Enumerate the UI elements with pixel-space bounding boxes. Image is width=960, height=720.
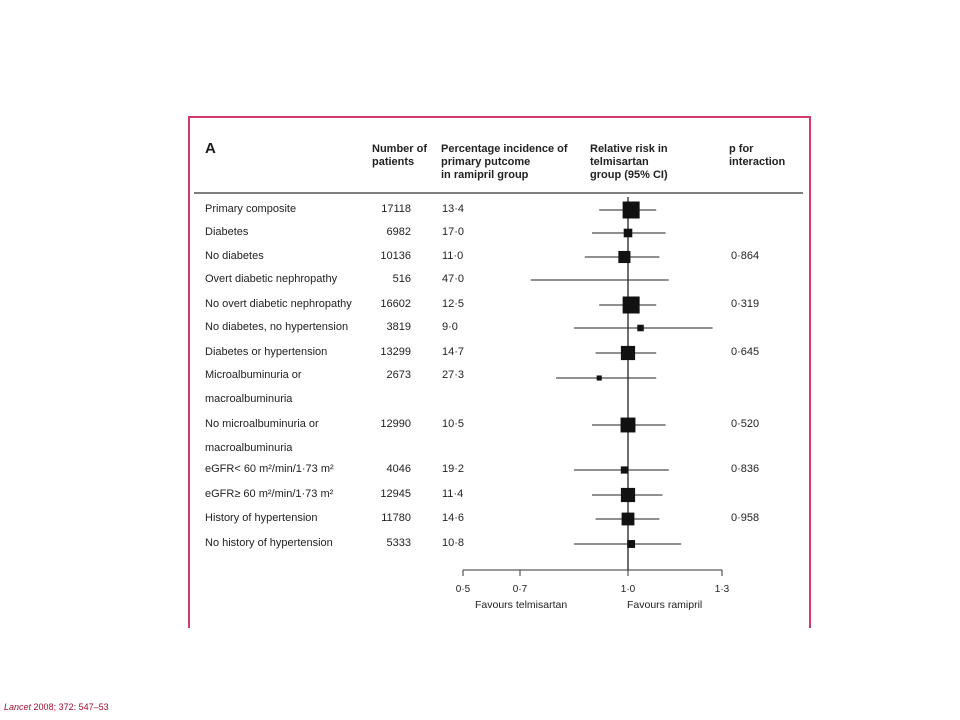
row-p-interaction: 0·864	[731, 250, 760, 262]
row-label: eGFR< 60 m²/min/1·73 m²	[205, 463, 334, 475]
point-estimate	[618, 250, 631, 264]
row-p-interaction: 0·645	[731, 346, 760, 358]
row-incidence: 17·0	[442, 226, 465, 238]
row-patients: 10136	[380, 250, 411, 262]
row-patients: 16602	[380, 298, 411, 310]
point-estimate	[596, 375, 602, 381]
row-label: macroalbuminuria	[205, 393, 293, 405]
row-incidence: 11·0	[442, 250, 464, 262]
citation-journal: Lancet	[4, 702, 32, 712]
row-label: No diabetes	[205, 250, 264, 262]
row-p-interaction: 0·836	[731, 463, 760, 475]
row-patients: 3819	[386, 321, 411, 333]
header-p-interaction: interaction	[729, 156, 786, 168]
row-label: No overt diabetic nephropathy	[205, 298, 352, 310]
row-p-interaction: 0·520	[731, 418, 760, 430]
header-patients: patients	[372, 156, 415, 168]
x-tick-label: 0·7	[512, 584, 528, 595]
row-patients: 11780	[381, 512, 411, 524]
header-incidence: in ramipril group	[441, 169, 529, 181]
citation-ref: 2008; 372: 547–53	[33, 702, 109, 712]
point-estimate	[622, 296, 640, 314]
row-label: Overt diabetic nephropathy	[205, 273, 338, 285]
row-incidence: 11·4	[442, 488, 464, 500]
row-label: Diabetes or hypertension	[205, 346, 328, 358]
row-label: eGFR≥ 60 m²/min/1·73 m²	[205, 488, 334, 500]
point-estimate	[621, 512, 635, 526]
row-incidence: 19·2	[442, 463, 465, 475]
header-patients: Number of	[372, 143, 427, 155]
row-patients: 12990	[380, 418, 411, 430]
row-patients: 2673	[386, 369, 411, 381]
row-incidence: 14·7	[442, 346, 465, 358]
row-incidence: 13·4	[442, 203, 465, 215]
row-patients: 17118	[381, 203, 411, 215]
header-p-interaction: p for	[729, 143, 754, 155]
row-label: Diabetes	[205, 226, 249, 238]
header-relative-risk: telmisartan	[590, 156, 649, 168]
header-relative-risk: group (95% CI)	[590, 169, 668, 181]
row-patients: 4046	[386, 463, 411, 475]
row-label: No diabetes, no hypertension	[205, 321, 349, 333]
point-estimate	[623, 228, 633, 238]
row-incidence: 14·6	[442, 512, 465, 524]
favours-telmisartan: Favours telmisartan	[475, 599, 568, 611]
citation: Lancet 2008; 372: 547–53	[4, 702, 109, 712]
row-incidence: 47·0	[442, 273, 465, 285]
row-incidence: 27·3	[442, 369, 465, 381]
row-label: History of hypertension	[205, 512, 318, 524]
row-patients: 6982	[386, 226, 411, 238]
figure-frame	[188, 116, 811, 628]
row-label: Primary composite	[205, 203, 297, 215]
x-tick-label: 1·3	[714, 584, 730, 595]
point-estimate	[627, 540, 636, 548]
row-patients: 516	[392, 273, 411, 285]
point-estimate	[622, 201, 640, 219]
x-tick-label: 1·0	[620, 584, 636, 595]
row-incidence: 10·5	[442, 418, 465, 430]
point-estimate	[637, 324, 644, 332]
header-incidence: primary putcome	[441, 156, 531, 168]
row-patients: 13299	[380, 346, 411, 358]
row-patients: 5333	[386, 537, 411, 549]
header-incidence: Percentage incidence of	[441, 143, 568, 155]
row-p-interaction: 0·319	[731, 298, 760, 310]
row-label: macroalbuminuria	[205, 442, 293, 454]
panel-label: A	[205, 140, 216, 157]
x-tick-label: 0·5	[455, 584, 471, 595]
row-patients: 12945	[380, 488, 411, 500]
header-relative-risk: Relative risk in	[590, 143, 668, 155]
point-estimate	[620, 417, 636, 433]
row-label: No microalbuminuria or	[205, 418, 319, 430]
row-label: No history of hypertension	[205, 537, 333, 549]
row-incidence: 12·5	[442, 298, 465, 310]
row-incidence: 10·8	[442, 537, 465, 549]
point-estimate	[620, 345, 636, 361]
favours-ramipril: Favours ramipril	[627, 599, 703, 611]
row-incidence: 9·0	[442, 321, 458, 333]
row-p-interaction: 0·958	[731, 512, 760, 524]
row-label: Microalbuminuria or	[205, 369, 302, 381]
point-estimate	[620, 487, 636, 503]
point-estimate	[620, 466, 628, 474]
